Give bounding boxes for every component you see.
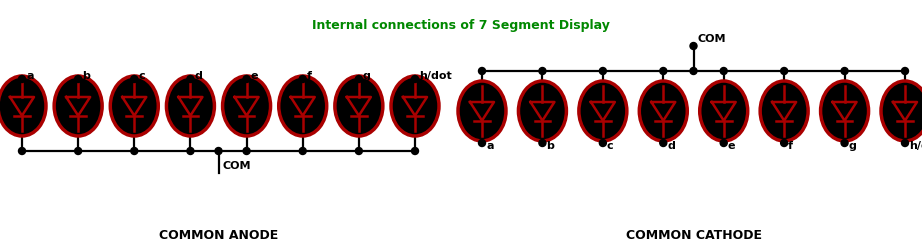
Ellipse shape [458,81,506,141]
Text: f: f [307,71,312,81]
Text: COM: COM [698,34,726,44]
Circle shape [720,67,727,74]
Circle shape [243,147,250,154]
Circle shape [539,67,546,74]
Circle shape [18,75,26,82]
Text: c: c [138,71,145,81]
Circle shape [781,140,787,147]
Text: a: a [486,141,493,151]
Ellipse shape [167,76,215,136]
Text: COMMON CATHODE: COMMON CATHODE [625,229,762,241]
Ellipse shape [0,76,46,136]
Circle shape [300,75,306,82]
Circle shape [690,67,697,74]
Circle shape [902,140,908,147]
Text: g: g [848,141,857,151]
Ellipse shape [54,76,102,136]
Circle shape [243,75,250,82]
Text: h/dot: h/dot [909,141,922,151]
Circle shape [355,75,362,82]
Ellipse shape [278,76,326,136]
Ellipse shape [760,81,809,141]
Text: COMMON ANODE: COMMON ANODE [159,229,278,241]
Ellipse shape [335,76,383,136]
Circle shape [690,42,697,49]
Text: d: d [668,141,675,151]
Circle shape [539,140,546,147]
Circle shape [411,75,419,82]
Ellipse shape [391,76,439,136]
Text: Internal connections of 7 Segment Display: Internal connections of 7 Segment Displa… [312,19,610,32]
Ellipse shape [700,81,748,141]
Text: COM: COM [222,161,251,171]
Text: e: e [251,71,258,81]
Ellipse shape [518,81,566,141]
Circle shape [411,147,419,154]
Circle shape [215,147,222,154]
Circle shape [187,147,194,154]
Circle shape [131,147,137,154]
Circle shape [841,140,848,147]
Circle shape [781,67,787,74]
Circle shape [841,67,848,74]
Circle shape [660,67,667,74]
Circle shape [660,140,667,147]
Circle shape [599,140,607,147]
Circle shape [599,67,607,74]
Text: f: f [788,141,793,151]
Circle shape [355,147,362,154]
Ellipse shape [222,76,270,136]
Ellipse shape [579,81,627,141]
Circle shape [902,67,908,74]
Text: g: g [363,71,371,81]
Ellipse shape [881,81,922,141]
Circle shape [131,75,137,82]
Text: c: c [607,141,613,151]
Circle shape [300,147,306,154]
Ellipse shape [639,81,687,141]
Text: h/dot: h/dot [419,71,452,81]
Text: d: d [195,71,202,81]
Text: e: e [727,141,735,151]
Ellipse shape [821,81,869,141]
Circle shape [187,75,194,82]
Text: a: a [26,71,33,81]
Circle shape [75,75,82,82]
Circle shape [479,140,486,147]
Circle shape [479,67,486,74]
Text: b: b [82,71,90,81]
Text: b: b [547,141,554,151]
Circle shape [75,147,82,154]
Ellipse shape [111,76,159,136]
Circle shape [720,140,727,147]
Circle shape [18,147,26,154]
